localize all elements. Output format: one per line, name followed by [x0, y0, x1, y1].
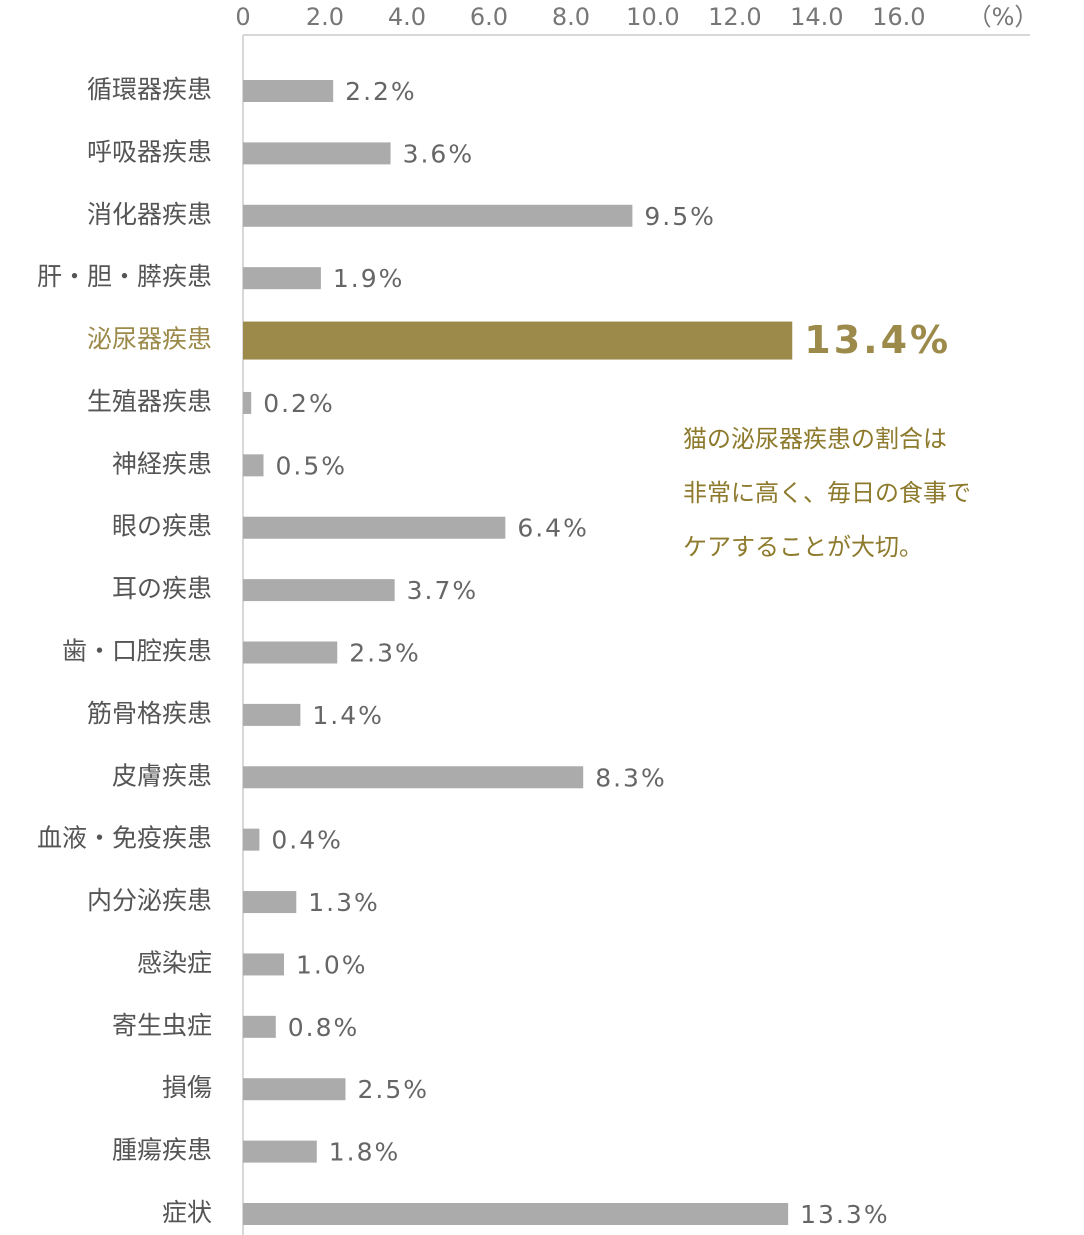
category-label: 消化器疾患 — [87, 200, 212, 229]
category-label: 循環器疾患 — [87, 75, 212, 104]
bar — [243, 321, 793, 360]
category-label: 腫瘍疾患 — [112, 1136, 212, 1165]
value-label: 1.4% — [312, 701, 384, 730]
value-label: 1.3% — [308, 888, 380, 917]
bar — [243, 391, 252, 414]
category-label: 泌尿器疾患 — [87, 325, 212, 354]
x-tick-label: 2.0 — [306, 3, 344, 31]
bar — [243, 828, 260, 851]
bar — [243, 1203, 789, 1225]
value-label: 2.2% — [345, 77, 417, 106]
category-label: 寄生虫症 — [112, 1011, 212, 1040]
bar — [243, 703, 301, 726]
bar — [243, 80, 334, 102]
value-label: 0.8% — [288, 1013, 360, 1042]
category-label: 感染症 — [137, 948, 212, 977]
value-label: 3.7% — [407, 576, 479, 605]
category-label: 生殖器疾患 — [87, 387, 212, 416]
value-label: 2.3% — [349, 639, 421, 668]
annotation: 猫の泌尿器疾患の割合は — [683, 425, 947, 453]
category-label: 歯・口腔疾患 — [62, 637, 212, 666]
value-label: 0.5% — [275, 451, 347, 480]
bar — [243, 516, 506, 539]
x-tick-label: 4.0 — [388, 3, 426, 31]
category-label: 肝・胆・膵疾患 — [37, 262, 212, 291]
category-label: 皮膚疾患 — [112, 761, 212, 790]
x-tick-label: 6.0 — [470, 3, 508, 31]
bar — [243, 454, 264, 477]
bar — [243, 953, 284, 976]
bar — [243, 641, 338, 664]
x-tick-label: 8.0 — [552, 3, 590, 31]
bar — [243, 1078, 346, 1101]
bar — [243, 142, 391, 165]
bar — [243, 267, 321, 290]
value-label: 6.4% — [517, 514, 589, 543]
category-label: 症状 — [162, 1198, 212, 1227]
value-label: 0.4% — [271, 826, 343, 855]
category-label: 呼吸器疾患 — [87, 137, 212, 166]
value-label: 8.3% — [595, 763, 667, 792]
category-label: 血液・免疫疾患 — [37, 824, 212, 853]
x-tick-label: 12.0 — [708, 3, 761, 31]
category-label: 筋骨格疾患 — [87, 699, 212, 728]
value-label: 1.0% — [296, 950, 368, 979]
value-label: 3.6% — [403, 139, 475, 168]
bar — [243, 1015, 276, 1038]
bar — [243, 766, 584, 789]
x-tick-label: 10.0 — [626, 3, 679, 31]
annotation: ケアすることが大切。 — [683, 533, 923, 561]
value-label: 13.4% — [804, 318, 951, 362]
value-label: 1.9% — [333, 264, 405, 293]
x-tick-label: 14.0 — [790, 3, 843, 31]
value-label: 1.8% — [329, 1138, 401, 1167]
category-label: 神経疾患 — [112, 449, 212, 478]
category-label: 眼の疾患 — [112, 512, 212, 541]
value-label: 13.3% — [800, 1200, 889, 1229]
bar — [243, 579, 395, 602]
category-label: 内分泌疾患 — [87, 886, 212, 915]
category-label: 耳の疾患 — [112, 574, 212, 603]
category-label: 損傷 — [162, 1073, 212, 1102]
bar — [243, 891, 297, 914]
bar — [243, 204, 633, 227]
x-tick-label: 0 — [235, 3, 250, 31]
bar — [243, 1140, 317, 1163]
value-label: 2.5% — [357, 1075, 429, 1104]
value-label: 9.5% — [644, 202, 716, 231]
x-tick-label: 16.0 — [872, 3, 925, 31]
x-unit: （%） — [968, 3, 1039, 31]
annotation: 非常に高く、毎日の食事で — [683, 479, 971, 507]
value-label: 0.2% — [263, 389, 335, 418]
